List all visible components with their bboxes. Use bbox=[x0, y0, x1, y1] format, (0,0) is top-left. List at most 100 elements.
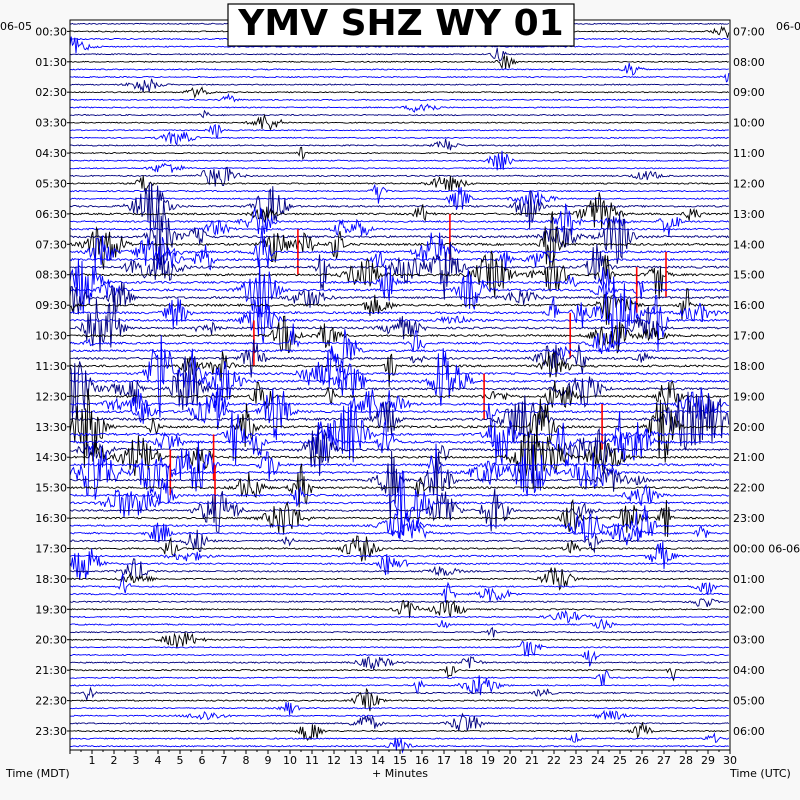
trace-line bbox=[69, 632, 729, 649]
trace-line bbox=[69, 498, 729, 538]
left-time-label: 15:30 bbox=[35, 482, 67, 495]
x-axis-title: + Minutes bbox=[372, 767, 428, 780]
trace-line bbox=[69, 573, 730, 595]
minute-tick-label: 16 bbox=[415, 754, 429, 767]
trace-line bbox=[69, 138, 729, 151]
trace-line bbox=[69, 73, 730, 83]
right-time-label: 22:00 bbox=[733, 482, 765, 495]
minute-tick-label: 1 bbox=[89, 754, 96, 767]
right-time-label: 23:00 bbox=[733, 512, 765, 525]
trace-line bbox=[69, 182, 729, 232]
trace-line bbox=[69, 131, 729, 146]
trace-line bbox=[69, 109, 729, 119]
right-time-label: 08:00 bbox=[733, 56, 765, 69]
left-time-label: 20:30 bbox=[35, 634, 67, 647]
right-time-label: 14:00 bbox=[733, 238, 765, 251]
trace-line bbox=[69, 250, 729, 300]
minute-tick-label: 5 bbox=[177, 754, 184, 767]
trace-line bbox=[69, 535, 729, 562]
trace-line bbox=[69, 400, 730, 465]
minute-tick-label: 29 bbox=[701, 754, 715, 767]
trace-line bbox=[69, 419, 729, 467]
trace-line bbox=[69, 626, 729, 638]
trace-line bbox=[69, 598, 730, 608]
left-time-label: 12:30 bbox=[35, 390, 67, 403]
trace-line bbox=[69, 113, 730, 132]
right-time-label: 07:00 bbox=[733, 25, 765, 38]
trace-line bbox=[69, 558, 730, 580]
left-time-label: 17:30 bbox=[35, 543, 67, 556]
minute-tick-label: 4 bbox=[155, 754, 162, 767]
trace-line bbox=[69, 329, 729, 374]
minute-tick-label: 19 bbox=[481, 754, 495, 767]
trace-line bbox=[69, 36, 730, 54]
trace-line bbox=[69, 175, 730, 195]
trace-line bbox=[69, 380, 729, 414]
left-time-label: 00:30 bbox=[35, 25, 67, 38]
trace-line bbox=[69, 655, 729, 671]
minute-tick-label: 10 bbox=[283, 754, 297, 767]
trace-line bbox=[69, 426, 729, 476]
right-time-label: 02:00 bbox=[733, 603, 765, 616]
right-time-label: 13:00 bbox=[733, 208, 765, 221]
trace-line bbox=[69, 187, 730, 210]
trace-line bbox=[69, 166, 729, 187]
trace-line bbox=[69, 47, 729, 62]
right-date-label: 06-0 bbox=[776, 20, 800, 33]
left-time-label: 03:30 bbox=[35, 117, 67, 130]
left-date-label: 06-05 bbox=[0, 20, 32, 33]
minute-tick-label: 21 bbox=[525, 754, 539, 767]
minute-tick-label: 2 bbox=[111, 754, 118, 767]
left-time-label: 22:30 bbox=[35, 695, 67, 708]
plot-area bbox=[70, 20, 730, 750]
minute-tick-label: 27 bbox=[657, 754, 671, 767]
left-time-label: 06:30 bbox=[35, 208, 67, 221]
trace-line bbox=[69, 211, 730, 270]
trace-line bbox=[69, 712, 730, 732]
minutes-axis: 1 2 3 4 5 6 7 8 9 10 11 12 13 14 15 16 17 18 19 20 21 22 23 24 2… bbox=[69, 750, 737, 767]
right-time-label: 04:00 bbox=[733, 664, 765, 677]
minute-tick-label: 26 bbox=[635, 754, 649, 767]
left-time-label: 02:30 bbox=[35, 86, 67, 99]
trace-line bbox=[69, 702, 729, 716]
right-time-label: 19:00 bbox=[733, 390, 765, 403]
trace-line bbox=[69, 686, 730, 702]
trace-line bbox=[69, 334, 730, 418]
trace-line bbox=[70, 650, 729, 667]
left-time-label: 10:30 bbox=[35, 330, 67, 343]
left-axis-title: Time (MDT) bbox=[5, 767, 70, 780]
trace-line bbox=[69, 323, 729, 355]
trace-line bbox=[70, 78, 730, 93]
left-time-label: 07:30 bbox=[35, 238, 67, 251]
trace-line bbox=[69, 581, 729, 603]
right-time-label: 06:00 bbox=[733, 725, 765, 738]
trace-line bbox=[69, 709, 729, 721]
trace-line bbox=[69, 225, 730, 270]
trace-group bbox=[69, 14, 730, 754]
left-time-label: 23:30 bbox=[35, 725, 67, 738]
right-time-label: 18:00 bbox=[733, 360, 765, 373]
trace-line bbox=[69, 675, 729, 696]
right-time-label: 10:00 bbox=[733, 117, 765, 130]
trace-line bbox=[69, 618, 729, 631]
left-time-axis: 00:30 01:30 02:30 03:30 04:30 05:30 06:30 07:30… bbox=[35, 25, 70, 738]
trace-line bbox=[69, 281, 729, 315]
trace-line bbox=[69, 351, 729, 387]
minute-tick-label: 3 bbox=[133, 754, 140, 767]
minute-tick-label: 18 bbox=[459, 754, 473, 767]
trace-line bbox=[69, 687, 729, 712]
trace-line bbox=[69, 258, 730, 314]
minute-tick-label: 22 bbox=[547, 754, 561, 767]
minute-tick-label: 6 bbox=[199, 754, 206, 767]
left-time-label: 08:30 bbox=[35, 269, 67, 282]
trace-line bbox=[69, 315, 729, 354]
trace-line bbox=[69, 150, 729, 171]
minute-tick-label: 25 bbox=[613, 754, 627, 767]
trace-line bbox=[69, 669, 729, 686]
minute-tick-label: 28 bbox=[679, 754, 693, 767]
trace-line bbox=[69, 429, 730, 490]
chart-title: YMV SHZ WY 01 bbox=[237, 3, 563, 44]
left-time-label: 14:30 bbox=[35, 451, 67, 464]
trace-line bbox=[69, 548, 730, 580]
